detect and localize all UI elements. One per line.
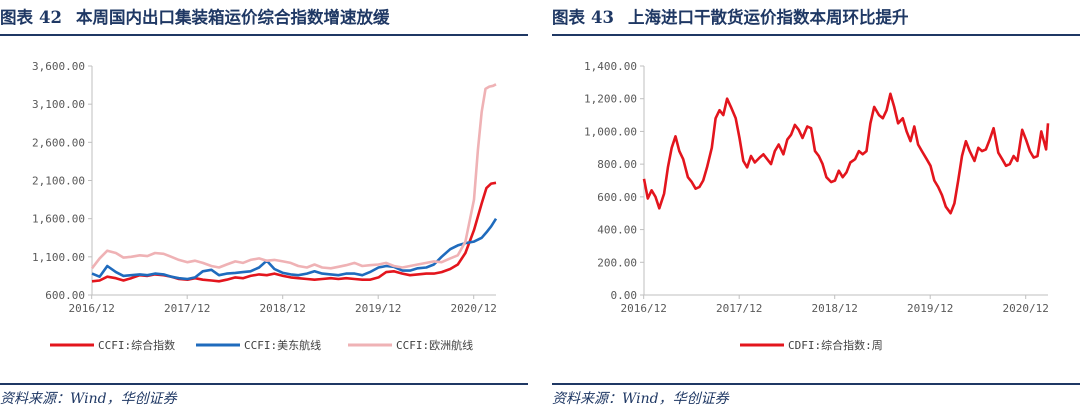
y-tick-label: 600.00: [597, 191, 637, 204]
figure-label: 图表: [0, 8, 33, 27]
figure-number: 43: [591, 8, 614, 27]
y-tick-label: 1,000.00: [584, 125, 637, 138]
y-tick-label: 1,600.00: [32, 213, 85, 226]
x-tick-label: 2016/12: [69, 302, 115, 315]
x-tick-label: 2018/12: [260, 302, 306, 315]
x-tick-label: 2020/12: [1003, 302, 1049, 315]
y-tick-label: 3,600.00: [32, 60, 85, 73]
line-chart-ccfi: 600.00 1,100.00 1,600.00 2,100.00 2,600.00 3,…: [32, 60, 498, 352]
x-tick-label: 2017/12: [164, 302, 210, 315]
x-tick-label: 2020/12: [451, 302, 497, 315]
series-line-1: [642, 92, 1050, 215]
chart-panel-right: 图表 43 上海进口干散货运价指数本周环比提升 0.00 200.00 400.00 60…: [552, 0, 1080, 413]
source-divider: [552, 383, 1080, 385]
figure-title-text: 上海进口干散货运价指数本周环比提升: [627, 8, 909, 27]
source-divider: [0, 383, 528, 385]
series-line-3: [90, 83, 497, 270]
x-tick-label: 2017/12: [716, 302, 762, 315]
x-tick-label: 2019/12: [907, 302, 953, 315]
y-tick-label: 3,100.00: [32, 98, 85, 111]
figure-title-text: 本周国内出口集装箱运价综合指数增速放缓: [75, 8, 390, 27]
legend-label: CCFI:美东航线: [244, 338, 321, 352]
series-line-2: [91, 218, 498, 281]
figure-title: 图表 43 上海进口干散货运价指数本周环比提升: [552, 4, 908, 28]
chart-panel-left: 图表 42 本周国内出口集装箱运价综合指数增速放缓 600.00 1,100.00 1,…: [0, 0, 528, 413]
legend-label: CCFI:欧洲航线: [396, 338, 473, 352]
source-note: 资料来源：Wind，华创证券: [0, 391, 177, 407]
title-divider: [552, 34, 1080, 36]
y-tick-label: 1,100.00: [32, 251, 85, 264]
figure-number: 42: [39, 8, 62, 27]
y-tick-label: 800.00: [597, 158, 637, 171]
figure-label: 图表: [552, 8, 585, 27]
y-tick-label: 1,200.00: [584, 93, 637, 106]
x-tick-label: 2016/12: [621, 302, 667, 315]
line-chart-cdfi: 0.00 200.00 400.00 600.00 800.00 1,000.00 1,20…: [584, 60, 1050, 352]
y-tick-label: 2,100.00: [32, 175, 85, 188]
y-tick-label: 600.00: [45, 289, 85, 302]
legend-label: CDFI:综合指数:周: [788, 338, 883, 352]
title-divider: [0, 34, 528, 36]
y-tick-label: 2,600.00: [32, 136, 85, 149]
series-line-1: [91, 181, 497, 283]
y-tick-label: 0.00: [611, 289, 638, 302]
y-tick-label: 400.00: [597, 224, 637, 237]
y-tick-label: 200.00: [597, 256, 637, 269]
legend-label: CCFI:综合指数: [98, 338, 175, 352]
x-tick-label: 2018/12: [812, 302, 858, 315]
y-tick-label: 1,400.00: [584, 60, 637, 73]
source-note: 资料来源：Wind，华创证券: [552, 391, 729, 407]
x-tick-label: 2019/12: [355, 302, 401, 315]
figure-title: 图表 42 本周国内出口集装箱运价综合指数增速放缓: [0, 4, 389, 28]
